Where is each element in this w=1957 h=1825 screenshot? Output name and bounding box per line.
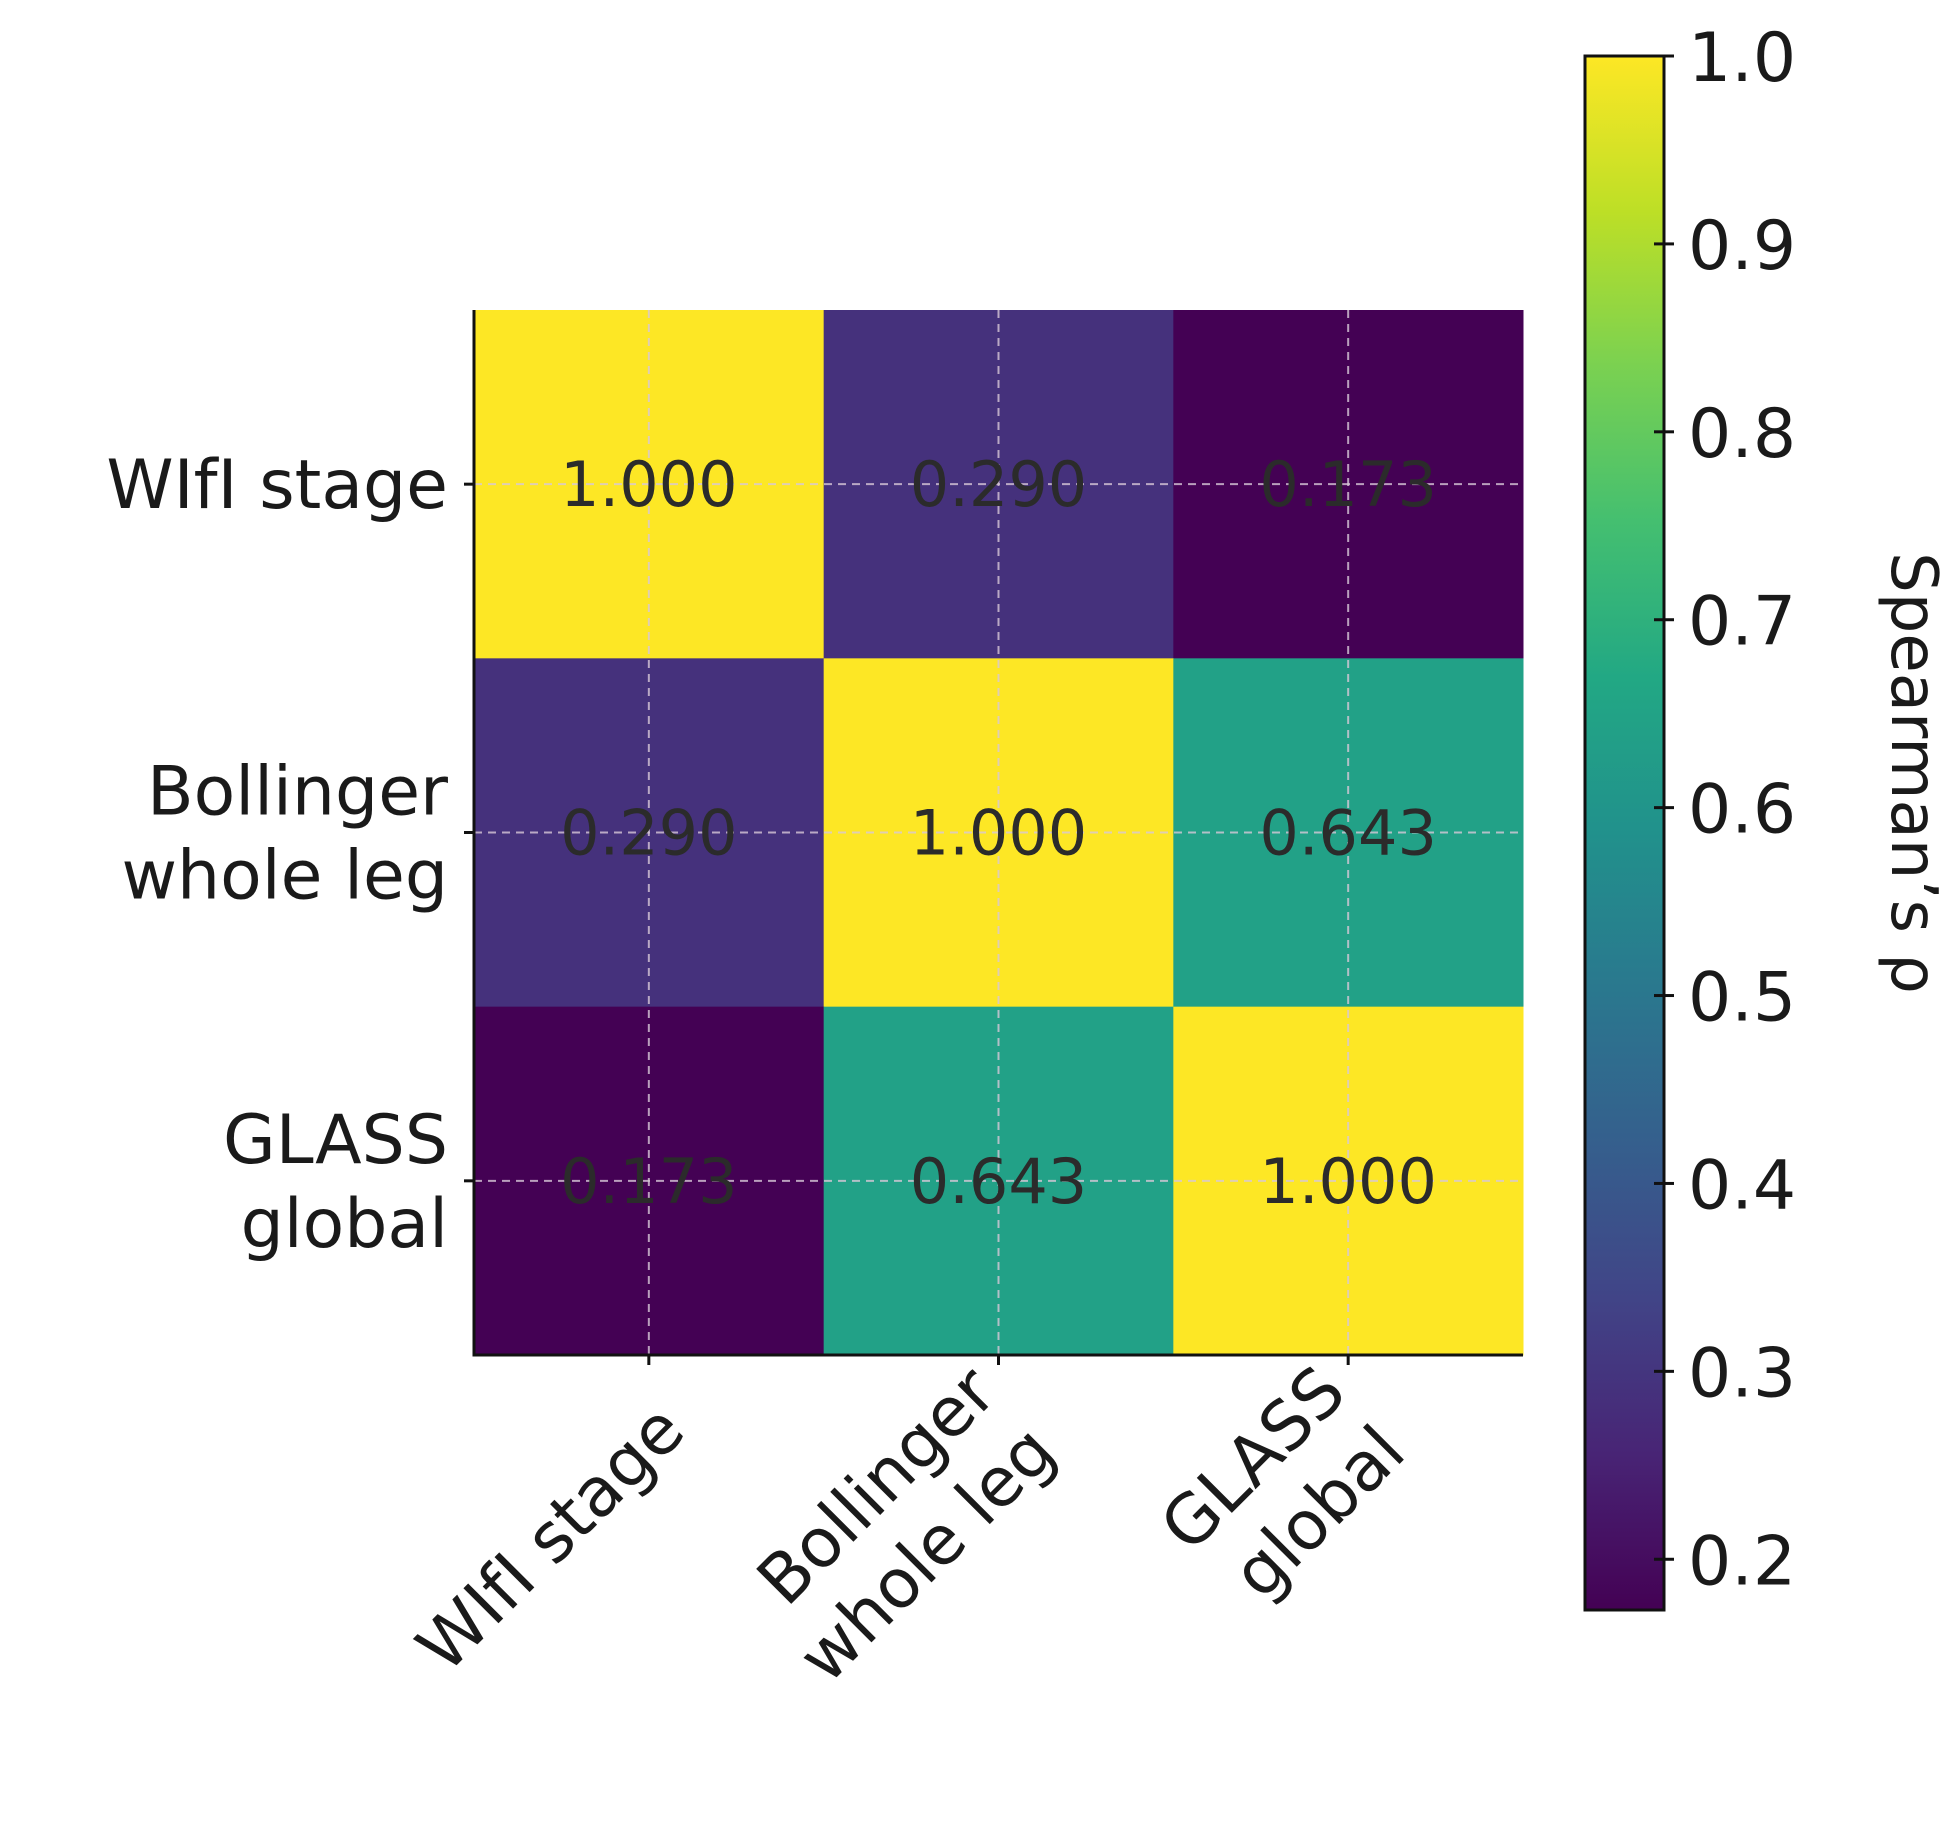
colorbar-tick-label: 0.8 [1688,395,1796,474]
x-tick-group: WIfI stage [402,1390,699,1687]
colorbar [1583,54,1666,1612]
colorbar-tick-label: 0.2 [1688,1522,1796,1601]
y-tick-label: WIfI stage [106,446,448,525]
cell-label: 0.643 [910,1145,1088,1218]
x-tick-group: GLASSglobal [1146,1352,1420,1626]
colorbar-label: Spearman’s ρ [1876,552,1950,994]
y-tick-label: GLASS global [223,1101,448,1264]
colorbar-label-group: Spearman’s ρ [1876,552,1950,994]
y-tick-label: Bollinger whole leg [121,753,448,916]
x-tick-group: Bollingerwhole leg [725,1352,1071,1698]
cell-label: 0.290 [910,448,1088,521]
colorbar-tick-label: 0.5 [1688,959,1796,1038]
colorbar-tick-label: 0.9 [1688,207,1796,286]
colorbar-tick-label: 0.6 [1688,771,1796,850]
cell-label: 1.000 [1259,1145,1437,1218]
colorbar-tick-label: 0.4 [1688,1146,1796,1225]
x-tick-label: GLASSglobal [1146,1352,1420,1626]
cell-label: 0.290 [560,797,738,870]
colorbar-tick-label: 1.0 [1688,19,1796,98]
cell-label: 0.173 [560,1145,738,1218]
x-tick-label: Bollingerwhole leg [725,1352,1071,1698]
colorbar-tick-label: 0.7 [1688,583,1796,662]
cell-label: 0.173 [1259,448,1437,521]
cell-label: 1.000 [560,448,738,521]
cell-label: 1.000 [910,797,1088,870]
x-tick-label: WIfI stage [402,1390,699,1687]
cell-label: 0.643 [1259,797,1437,870]
colorbar-tick-label: 0.3 [1688,1334,1796,1413]
